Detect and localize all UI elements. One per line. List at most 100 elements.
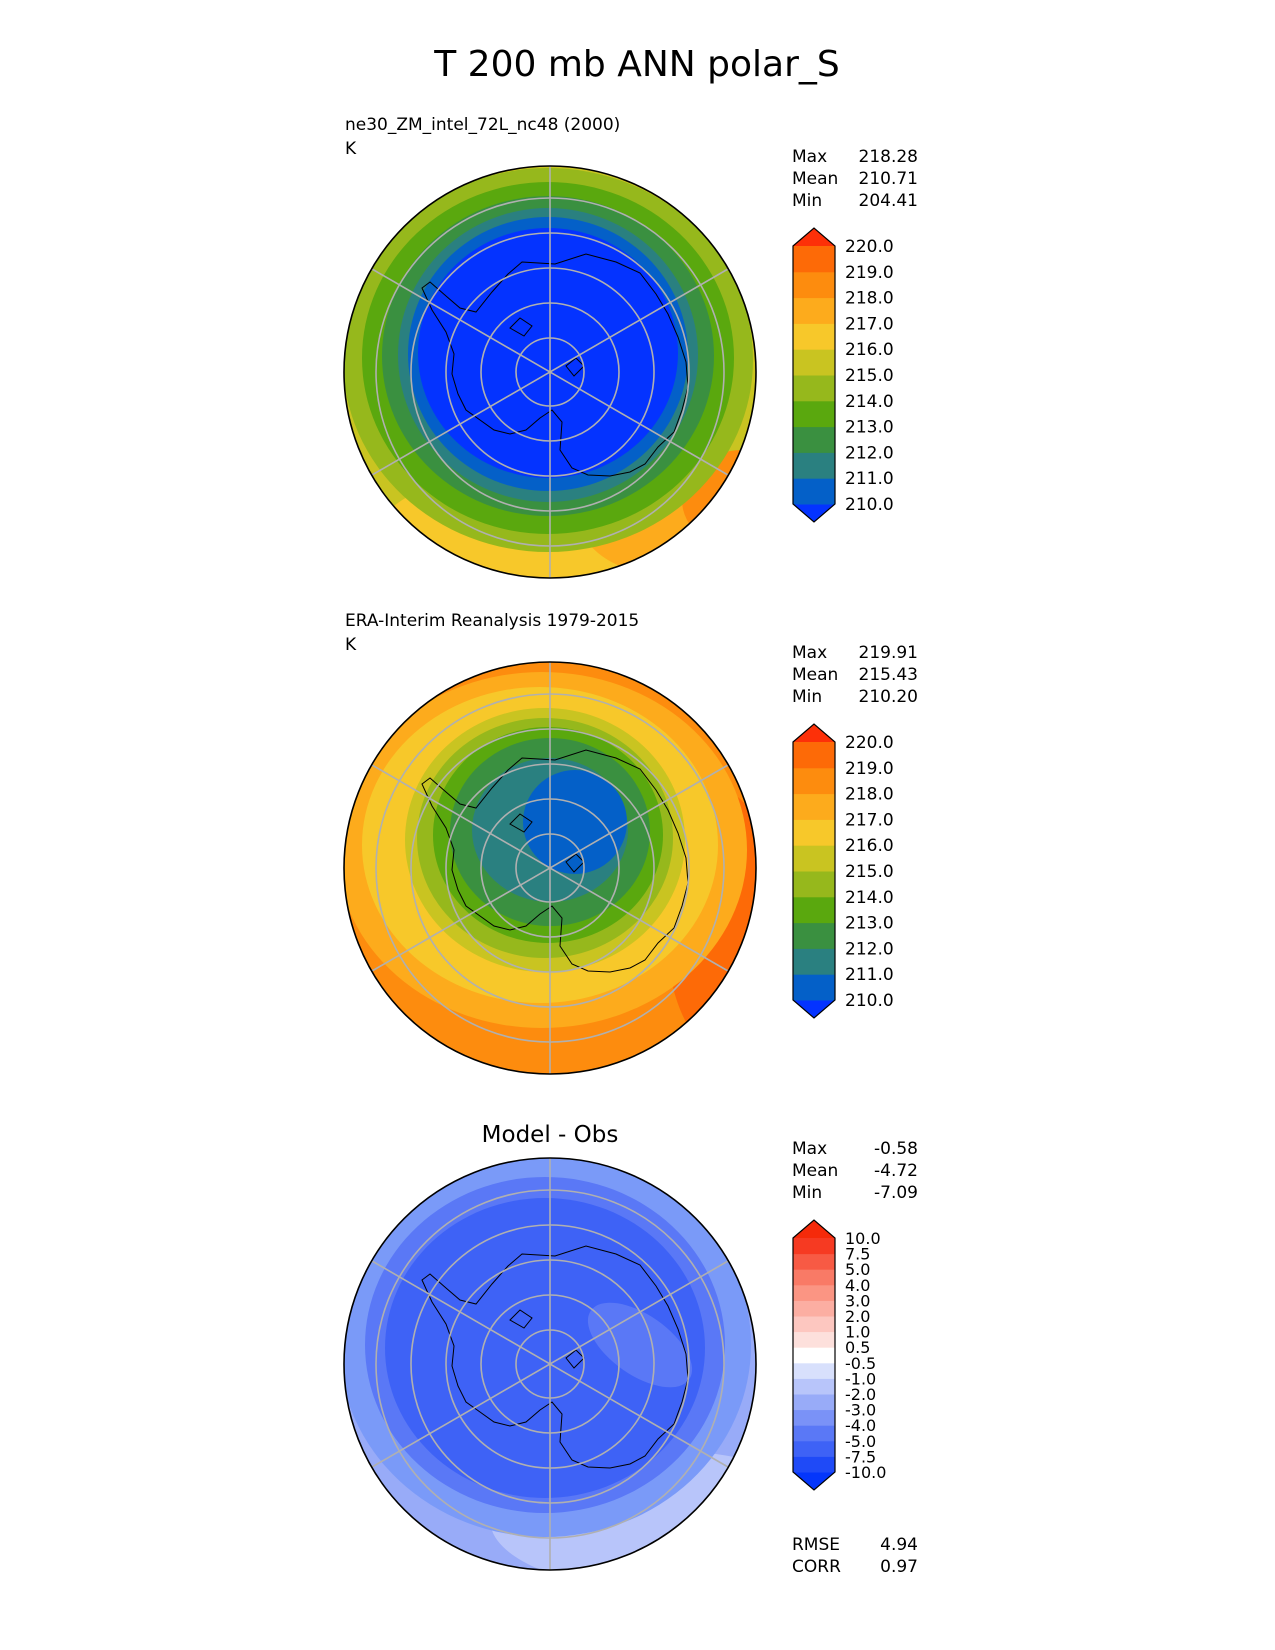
colorbar-bin xyxy=(793,1347,835,1364)
colorbar-tick-label: 213.0 xyxy=(845,914,894,934)
colorbar-tick-label: -7.5 xyxy=(845,1447,876,1466)
colorbar-tick-label: 213.0 xyxy=(845,418,894,438)
colorbar-extend-min xyxy=(793,1472,835,1490)
stat-value: -4.72 xyxy=(874,1161,918,1181)
map-field xyxy=(344,166,756,578)
colorbar-tick-label: -5.0 xyxy=(845,1432,876,1451)
colorbar-tick-label: 3.0 xyxy=(845,1291,870,1310)
colorbar-bin xyxy=(793,819,835,846)
colorbar-bin xyxy=(793,948,835,975)
colorbar-tick-label: 215.0 xyxy=(845,366,894,386)
stat-value: 219.91 xyxy=(859,643,918,663)
colorbar-bin xyxy=(793,1300,835,1317)
colorbar-bin xyxy=(793,271,835,299)
colorbar-tick-label: 218.0 xyxy=(845,785,894,805)
colorbar-bin xyxy=(793,974,835,1001)
stat-label: Mean xyxy=(792,169,838,189)
colorbar-tick-label: 211.0 xyxy=(845,965,894,985)
colorbar-outline xyxy=(792,723,836,1019)
colorbar-bin xyxy=(793,922,835,949)
colorbar-tick-label: 220.0 xyxy=(845,237,894,257)
colorbar-bin xyxy=(793,896,835,924)
colorbar-bin xyxy=(793,452,835,479)
stats-box: Max -0.58 Mean -4.72 Min -7.09 xyxy=(792,1139,918,1203)
colorbar-tick-label: 0.5 xyxy=(845,1338,870,1357)
colorbar-bin xyxy=(793,1316,835,1333)
stat-label: Max xyxy=(792,147,827,167)
colorbar: 210.0 211.0 212.0 213.0 214.0 215.0 216.0 217.0… xyxy=(792,723,894,1019)
colorbar-tick-label: 217.0 xyxy=(845,314,894,334)
colorbar-tick-label: 218.0 xyxy=(845,289,894,309)
colorbar-extend-max xyxy=(793,228,835,246)
colorbar-extend-max xyxy=(793,1220,835,1238)
colorbar-extend-max xyxy=(793,724,835,742)
colorbar-bin xyxy=(793,742,835,769)
colorbar-tick-label: 210.0 xyxy=(845,991,894,1011)
stat-label: Mean xyxy=(792,665,838,685)
colorbar-tick-label: 215.0 xyxy=(845,862,894,882)
stats-box: Max 218.28 Mean 210.71 Min 204.41 xyxy=(792,147,918,211)
colorbar-bin xyxy=(793,349,835,376)
colorbar-bin xyxy=(793,426,835,453)
colorbar-bin xyxy=(793,1378,835,1395)
colorbar-tick-label: 2.0 xyxy=(845,1307,870,1326)
colorbar-bin xyxy=(793,375,835,402)
map-boundary xyxy=(343,661,757,1075)
panel-units: K xyxy=(345,635,357,655)
colorbar-bin xyxy=(793,246,835,273)
colorbar-tick-label: -3.0 xyxy=(845,1401,876,1420)
colorbar-bin xyxy=(793,1394,835,1411)
stat-value: -7.09 xyxy=(874,1183,918,1203)
colorbar-bin xyxy=(793,767,835,795)
stat-label: Min xyxy=(792,191,822,211)
colorbar-extend-min xyxy=(793,1000,835,1018)
colorbar-bin xyxy=(793,1425,835,1442)
colorbar-bin xyxy=(793,1409,835,1426)
colorbar-tick-label: 219.0 xyxy=(845,263,894,283)
stat-label: Max xyxy=(792,1139,827,1159)
colorbar-tick-label: -0.5 xyxy=(845,1354,876,1373)
colorbar-extend-min xyxy=(793,504,835,522)
colorbar-bin xyxy=(793,1238,835,1255)
colorbar-tick-label: 214.0 xyxy=(845,392,894,412)
panel-title: Model - Obs xyxy=(482,1122,619,1148)
colorbar-bin xyxy=(793,400,835,428)
metric-label: CORR xyxy=(792,1557,841,1577)
panel-obs: ERA-Interim Reanalysis 1979-2015 K Max 2… xyxy=(343,611,918,1075)
colorbar: 210.0 211.0 212.0 213.0 214.0 215.0 216.0 217.0… xyxy=(792,227,894,523)
colorbar-outline xyxy=(792,1219,836,1491)
colorbar-tick-label: 1.0 xyxy=(845,1323,870,1342)
colorbar-tick-label: 214.0 xyxy=(845,888,894,908)
colorbar-tick-label: 211.0 xyxy=(845,469,894,489)
stat-label: Mean xyxy=(792,1161,838,1181)
stat-value: 210.20 xyxy=(859,687,918,707)
colorbar-tick-label: -10.0 xyxy=(845,1463,886,1482)
stat-label: Min xyxy=(792,687,822,707)
colorbar-bin xyxy=(793,478,835,505)
colorbar-tick-label: 220.0 xyxy=(845,733,894,753)
colorbar-tick-label: 219.0 xyxy=(845,759,894,779)
map-boundary xyxy=(343,165,757,579)
stat-value: 210.71 xyxy=(859,169,918,189)
colorbar-tick-label: 210.0 xyxy=(845,495,894,515)
metric-value: 0.97 xyxy=(880,1557,918,1577)
colorbar-bin xyxy=(793,1440,835,1457)
metric-label: RMSE xyxy=(792,1535,840,1555)
panel-units: K xyxy=(345,139,357,159)
stat-value: 204.41 xyxy=(859,191,918,211)
colorbar-tick-label: 10.0 xyxy=(845,1229,881,1248)
colorbar-bin xyxy=(793,1331,835,1348)
colorbar-bin xyxy=(793,1253,835,1270)
colorbar-bin xyxy=(793,845,835,872)
stat-value: 218.28 xyxy=(859,147,918,167)
colorbar-bin xyxy=(793,323,835,350)
map-boundary xyxy=(343,1157,757,1571)
metrics-box: RMSE 4.94 CORR 0.97 xyxy=(792,1535,918,1577)
panel-title: ERA-Interim Reanalysis 1979-2015 xyxy=(345,611,639,631)
colorbar-bin xyxy=(793,1269,835,1286)
figure-title: T 200 mb ANN polar_S xyxy=(433,44,839,85)
colorbar-bin xyxy=(793,1362,835,1379)
metric-value: 4.94 xyxy=(880,1535,918,1555)
colorbar-tick-label: 4.0 xyxy=(845,1276,870,1295)
